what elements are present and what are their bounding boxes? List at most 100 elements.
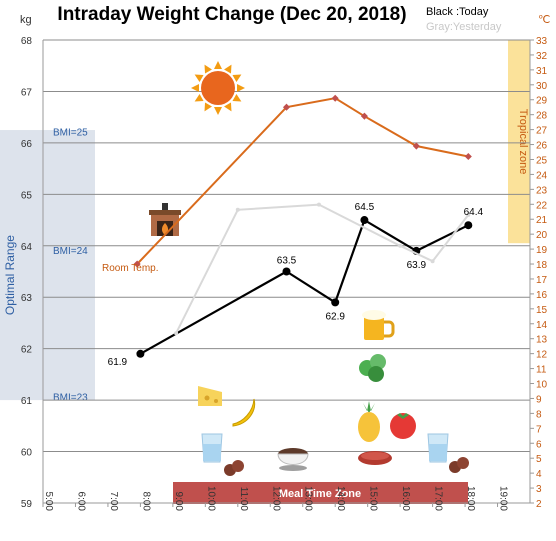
y-left-tick-label: 68	[21, 36, 33, 47]
sun-ray	[194, 74, 204, 82]
y-right-tick-label: 7	[536, 424, 542, 435]
fireplace-icon	[149, 203, 181, 236]
y-right-tick-label: 28	[536, 111, 548, 122]
lettuce-icon	[359, 354, 386, 382]
y-right-tick-label: 3	[536, 484, 542, 495]
y-right-tick-label: 18	[536, 260, 548, 271]
y-right-tick-label: 30	[536, 81, 548, 92]
y-left-tick-label: 65	[21, 190, 33, 201]
y-right-tick-label: 9	[536, 394, 542, 405]
banana-body	[232, 398, 256, 427]
meal-time-zone-band	[173, 482, 468, 504]
yesterday-point	[398, 243, 403, 248]
y-right-tick-label: 10	[536, 380, 548, 391]
water-glass-icon	[201, 433, 223, 463]
temp-point	[412, 142, 420, 150]
y-right-unit: ℃	[538, 14, 550, 26]
x-tick-label: 14:00	[335, 486, 346, 511]
x-tick-label: 17:00	[433, 486, 444, 511]
sun-ray	[214, 61, 222, 69]
series-line-room-temp	[136, 97, 469, 265]
temp-point	[282, 103, 291, 111]
banana-icon	[232, 398, 256, 427]
sun-ray	[194, 94, 204, 102]
series-line-yesterday	[175, 203, 470, 334]
pineapple-leaves	[363, 401, 375, 413]
series-line-today	[139, 218, 469, 355]
yesterday-point	[430, 259, 435, 264]
pineapple-icon	[358, 401, 380, 442]
y-right-tick-label: 21	[536, 215, 548, 226]
yesterday-point	[174, 331, 179, 336]
y-right-tick-label: 29	[536, 96, 548, 107]
room-temp-label: Room Temp.	[102, 263, 159, 274]
y-right-tick-label: 8	[536, 409, 542, 420]
optimal-range-label: Optimal Range	[3, 235, 17, 315]
y-right-tick-label: 16	[536, 290, 548, 301]
y-right-tick-label: 6	[536, 439, 542, 450]
temp-point	[133, 260, 141, 268]
temp-point	[331, 94, 339, 102]
y-left-tick-label: 61	[21, 396, 33, 407]
sun-ray	[214, 107, 222, 115]
today-point	[360, 216, 369, 225]
y-right-tick-label: 22	[536, 200, 548, 211]
x-tick-label: 15:00	[368, 486, 379, 511]
today-point	[136, 349, 145, 358]
sun-ray	[232, 74, 242, 82]
y-right-tick-label: 25	[536, 155, 548, 166]
y-right-tick-label: 27	[536, 126, 548, 137]
soup-bowl	[277, 453, 309, 465]
bmi-24-label: BMI=24	[53, 246, 88, 257]
today-data-label: 63.5	[277, 256, 297, 267]
y-right-tick-label: 31	[536, 66, 548, 77]
x-tick-label: 11:00	[238, 487, 249, 512]
y-right-tick-label: 2	[536, 499, 542, 510]
yesterday-point	[466, 212, 471, 217]
y-left-tick-label: 60	[21, 448, 33, 459]
sun-ray	[237, 84, 245, 92]
y-right-tick-label: 26	[536, 141, 548, 152]
y-right-tick-label: 24	[536, 170, 548, 181]
lettuce-leaf	[370, 354, 386, 370]
y-right-tick-label: 13	[536, 335, 548, 346]
fireplace-clock	[162, 203, 168, 210]
today-point	[331, 298, 340, 307]
y-left-tick-label: 63	[21, 293, 33, 304]
y-right-tick-label: 23	[536, 185, 548, 196]
steak-top	[361, 452, 389, 460]
today-point	[464, 221, 473, 230]
y-left-tick-label: 66	[21, 139, 33, 150]
y-left-tick-label: 62	[21, 345, 33, 356]
y-right-tick-label: 19	[536, 245, 548, 256]
today-data-label: 64.5	[355, 202, 375, 213]
temp-point	[360, 112, 368, 120]
bmi-25-label: BMI=25	[53, 128, 88, 139]
water-glass-icon	[427, 433, 449, 463]
temp-point	[464, 152, 472, 161]
yesterday-point	[316, 202, 321, 207]
sun-ray	[232, 94, 242, 102]
y-left-tick-label: 64	[21, 242, 33, 253]
sun-ray	[224, 102, 232, 112]
x-tick-label: 7:00	[108, 492, 119, 512]
sausage-slice	[232, 460, 244, 472]
beer-handle	[384, 320, 395, 338]
y-left-tick-label: 59	[21, 499, 33, 510]
water-level	[429, 444, 447, 461]
legend-yesterday: Gray:Yesterday	[426, 21, 502, 33]
sausage-slice	[457, 457, 469, 469]
optimal-range-band	[0, 130, 95, 401]
x-tick-label: 19:00	[498, 486, 509, 511]
yesterday-point	[235, 207, 240, 212]
x-tick-label: 13:00	[303, 486, 314, 511]
x-tick-label: 18:00	[465, 486, 476, 511]
tropical-zone-label: Tropical zone	[517, 109, 529, 175]
y-right-tick-label: 32	[536, 51, 548, 62]
chart-title: Intraday Weight Change (Dec 20, 2018)	[57, 4, 406, 25]
sun-ray	[204, 64, 212, 74]
sun-ray	[204, 102, 212, 112]
y-right-tick-label: 11	[536, 365, 547, 376]
sausage-icon	[449, 457, 469, 473]
